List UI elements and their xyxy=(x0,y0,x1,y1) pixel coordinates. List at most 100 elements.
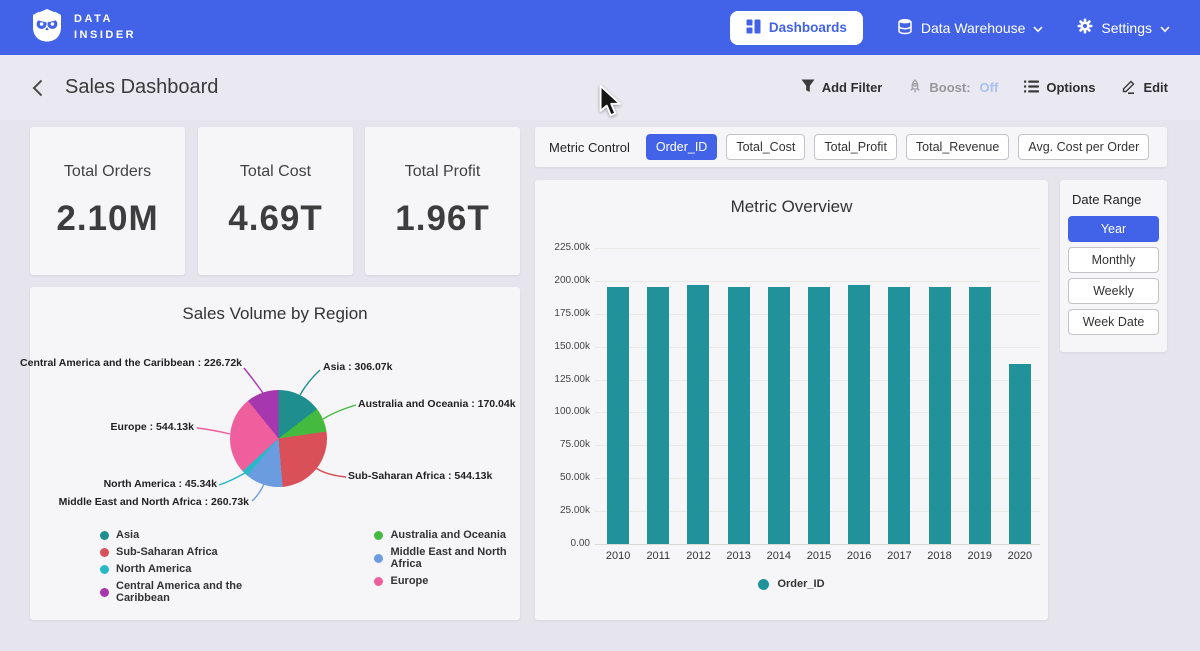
pie-slice-label: Middle East and North Africa : 260.73k xyxy=(59,496,249,508)
kpi-label: Total Profit xyxy=(405,163,481,181)
pie-slice-label: Asia : 306.07k xyxy=(323,361,392,373)
bar-2014[interactable] xyxy=(768,287,790,544)
legend-item-europe: Europe xyxy=(374,575,520,587)
legend-label: Asia xyxy=(116,529,139,541)
pie-slice-label: Europe : 544.13k xyxy=(111,421,194,433)
pie-chart[interactable] xyxy=(230,390,327,487)
add-filter-button[interactable]: Add Filter xyxy=(801,79,883,96)
date-range-panel: Date Range YearMonthlyWeeklyWeek Date xyxy=(1060,180,1167,352)
legend-dot xyxy=(374,577,383,586)
legend-label: North America xyxy=(116,563,191,575)
x-axis-tick: 2019 xyxy=(967,550,991,562)
filter-funnel-icon xyxy=(801,79,815,96)
bar-2012[interactable] xyxy=(687,285,709,544)
legend-item-sub-saharan-africa: Sub-Saharan Africa xyxy=(100,546,274,558)
metric-option-avg-cost-per-order[interactable]: Avg. Cost per Order xyxy=(1018,134,1149,160)
chevron-down-icon xyxy=(1033,20,1043,36)
x-axis-tick: 2011 xyxy=(646,550,670,562)
options-button[interactable]: Options xyxy=(1024,80,1095,96)
bar-2016[interactable] xyxy=(848,285,870,544)
date-range-option-year[interactable]: Year xyxy=(1068,216,1159,242)
date-range-option-week-date[interactable]: Week Date xyxy=(1068,309,1159,335)
legend-label: Central America and the Caribbean xyxy=(116,580,274,604)
legend-dot xyxy=(100,531,109,540)
gridline xyxy=(595,281,1040,282)
legend-label: Order_ID xyxy=(777,578,824,590)
legend-item-asia: Asia xyxy=(100,529,274,541)
metric-control-buttons: Order_ID Total_Cost Total_Profit Total_Reve… xyxy=(646,134,1149,160)
y-axis-tick: 225.00k xyxy=(535,242,590,253)
back-button[interactable] xyxy=(32,79,43,97)
kpi-label: Total Orders xyxy=(64,163,151,181)
pencil-icon xyxy=(1121,79,1136,97)
metric-control-label: Metric Control xyxy=(549,140,630,155)
pie-slice-label: Sub-Saharan Africa : 544.13k xyxy=(348,470,492,482)
bar-2018[interactable] xyxy=(929,287,951,544)
legend-label: Europe xyxy=(390,575,428,587)
bar-2010[interactable] xyxy=(607,287,629,544)
gridline xyxy=(595,544,1040,545)
metric-control-bar: Metric Control Order_ID Total_Cost Total_P… xyxy=(535,127,1167,167)
x-axis-tick: 2020 xyxy=(1008,550,1032,562)
legend-dot xyxy=(758,579,769,590)
y-axis-tick: 125.00k xyxy=(535,374,590,385)
bar-chart-legend: Order_ID xyxy=(535,578,1048,590)
kpi-value: 2.10M xyxy=(56,199,158,239)
gridline xyxy=(595,248,1040,249)
legend-label: Middle East and North Africa xyxy=(390,546,520,570)
page-title: Sales Dashboard xyxy=(65,76,218,99)
x-axis-tick: 2017 xyxy=(887,550,911,562)
kpi-value: 4.69T xyxy=(228,199,323,239)
bar-2017[interactable] xyxy=(888,287,910,544)
x-axis-tick: 2010 xyxy=(606,550,630,562)
metric-option-order-id[interactable]: Order_ID xyxy=(646,134,717,160)
y-axis-tick: 25.00k xyxy=(535,505,590,516)
y-axis-tick: 175.00k xyxy=(535,308,590,319)
y-axis-tick: 75.00k xyxy=(535,439,590,450)
date-range-option-weekly[interactable]: Weekly xyxy=(1068,278,1159,304)
dashboards-button[interactable]: Dashboards xyxy=(730,11,863,45)
bar-2019[interactable] xyxy=(969,287,991,544)
metric-option-total-profit[interactable]: Total_Profit xyxy=(814,134,897,160)
bar-2015[interactable] xyxy=(808,287,830,544)
x-axis-tick: 2015 xyxy=(807,550,831,562)
boost-state: Off xyxy=(980,80,999,95)
brand-name: DATA INSIDER xyxy=(74,12,136,44)
metric-option-total-cost[interactable]: Total_Cost xyxy=(726,134,805,160)
bar-2011[interactable] xyxy=(647,287,669,544)
x-axis-tick: 2014 xyxy=(767,550,791,562)
date-range-option-monthly[interactable]: Monthly xyxy=(1068,247,1159,273)
bar-chart-title: Metric Overview xyxy=(535,197,1048,217)
dashboards-label: Dashboards xyxy=(769,20,847,35)
legend-item-australia-and-oceania: Australia and Oceania xyxy=(374,529,520,541)
pie-slice-label: Australia and Oceania : 170.04k xyxy=(358,398,516,410)
legend-label: Sub-Saharan Africa xyxy=(116,546,218,558)
legend-dot xyxy=(100,548,109,557)
boost-toggle[interactable]: Boost:Off xyxy=(908,79,998,97)
bar-2013[interactable] xyxy=(728,287,750,544)
gear-icon xyxy=(1077,18,1093,37)
settings-menu[interactable]: Settings xyxy=(1077,18,1170,37)
metric-option-total-revenue[interactable]: Total_Revenue xyxy=(906,134,1009,160)
bar-2020[interactable] xyxy=(1009,364,1031,544)
brand-logo[interactable]: DATA INSIDER xyxy=(30,7,136,48)
database-icon xyxy=(897,18,913,38)
y-axis-tick: 50.00k xyxy=(535,472,590,483)
bar-chart-card: Metric Overview 0.0025.00k50.00k75.00k10… xyxy=(535,180,1048,620)
dashboard-grid-icon xyxy=(746,19,761,37)
x-axis-tick: 2016 xyxy=(847,550,871,562)
edit-button[interactable]: Edit xyxy=(1121,79,1168,97)
settings-label: Settings xyxy=(1101,20,1152,36)
kpi-card-total-profit: Total Profit 1.96T xyxy=(365,127,520,275)
legend-dot xyxy=(100,588,109,597)
page-header: Sales Dashboard Add Filter xyxy=(0,55,1200,120)
legend-item-north-america: North America xyxy=(100,563,274,575)
data-warehouse-menu[interactable]: Data Warehouse xyxy=(897,18,1044,38)
legend-dot xyxy=(374,531,383,540)
app-window: DATA INSIDER Dashboards xyxy=(0,0,1200,651)
pie-chart-card: Sales Volume by Region Asia : 306.07kAus… xyxy=(30,287,520,620)
y-axis-tick: 100.00k xyxy=(535,406,590,417)
y-axis-tick: 150.00k xyxy=(535,341,590,352)
kpi-label: Total Cost xyxy=(240,163,311,181)
legend-item-middle-east-and-north-africa: Middle East and North Africa xyxy=(374,546,520,570)
